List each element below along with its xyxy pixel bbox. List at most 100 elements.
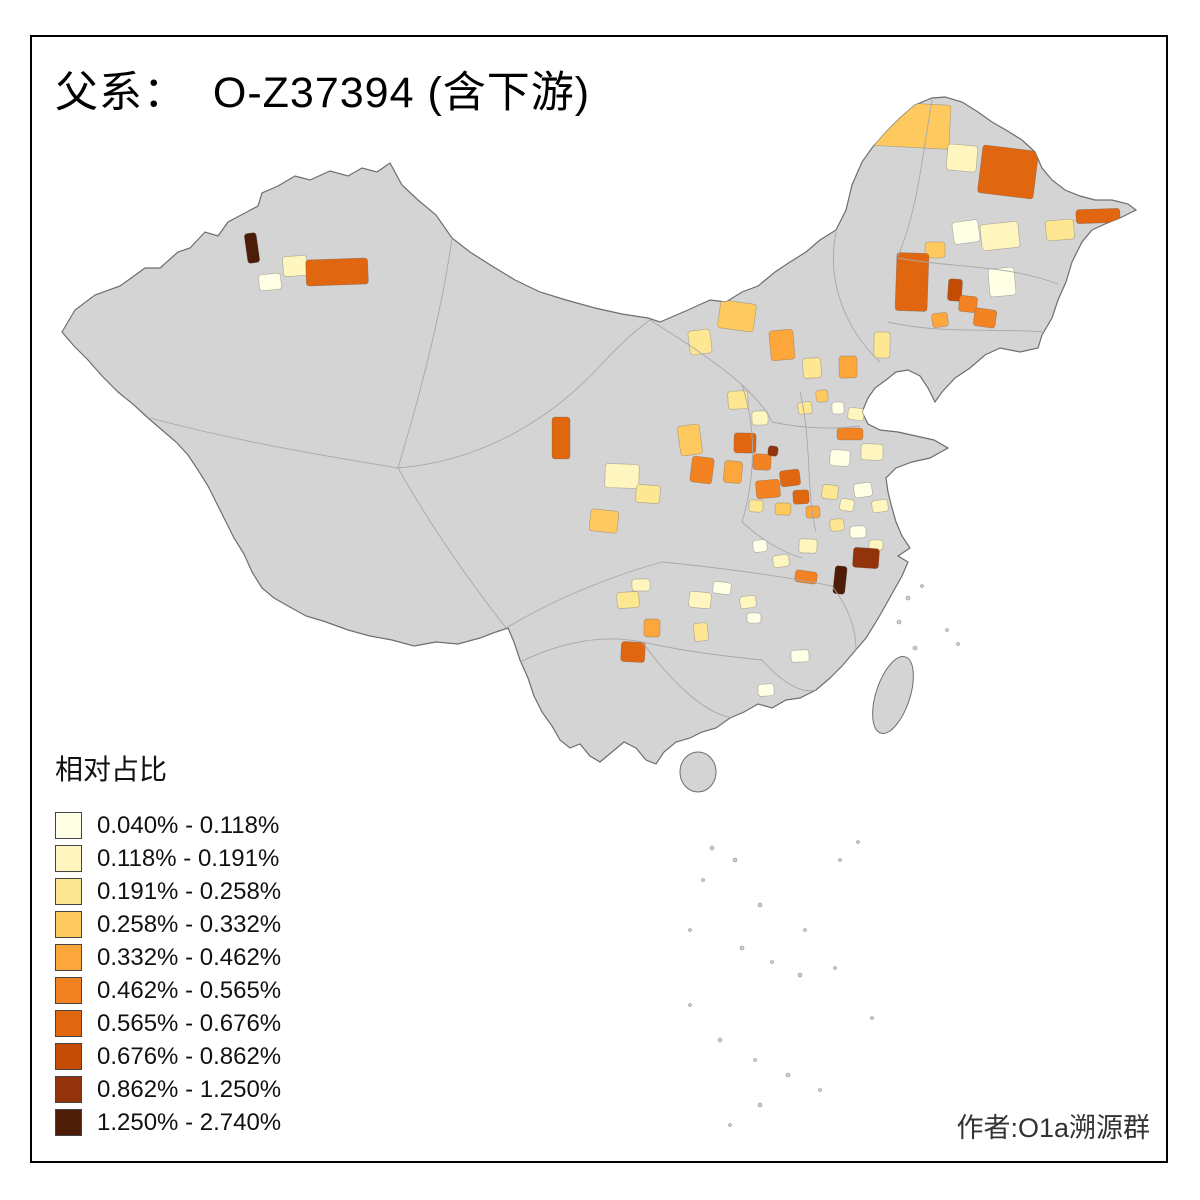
map-region bbox=[635, 484, 661, 504]
legend-item: 0.040% - 0.118% bbox=[55, 812, 281, 839]
legend-item: 0.258% - 0.332% bbox=[55, 911, 281, 938]
legend-swatch bbox=[55, 1076, 82, 1103]
legend-swatch bbox=[55, 812, 82, 839]
legend-swatch bbox=[55, 944, 82, 971]
map-region bbox=[977, 144, 1039, 200]
map-region bbox=[790, 649, 810, 663]
map-region bbox=[987, 266, 1017, 298]
map-region bbox=[958, 295, 978, 313]
sea-islands bbox=[688, 584, 960, 1127]
map-region bbox=[768, 328, 796, 362]
legend-label: 0.565% - 0.676% bbox=[97, 1009, 282, 1037]
map-region bbox=[931, 312, 949, 328]
choropleth-regions bbox=[244, 100, 1121, 697]
map-region bbox=[588, 508, 620, 534]
map-region bbox=[620, 641, 646, 663]
legend-item: 0.191% - 0.258% bbox=[55, 878, 281, 905]
hainan-island bbox=[679, 751, 717, 793]
legend-item: 0.676% - 0.862% bbox=[55, 1043, 281, 1070]
map-region bbox=[631, 578, 651, 592]
map-region bbox=[832, 565, 848, 595]
legend: 相对占比 0.040% - 0.118% 0.118% - 0.191% 0.191… bbox=[55, 748, 281, 1142]
legend-item: 0.462% - 0.565% bbox=[55, 977, 281, 1004]
map-region bbox=[871, 499, 889, 513]
map-region bbox=[748, 499, 764, 513]
map-region bbox=[802, 357, 822, 379]
map-region bbox=[979, 221, 1021, 251]
map-region bbox=[604, 463, 640, 489]
map-region bbox=[951, 219, 981, 245]
map-region bbox=[258, 272, 282, 292]
author-credit: 作者:O1a溯源群 bbox=[956, 1113, 1150, 1143]
map-region bbox=[752, 453, 772, 471]
legend-title: 相对占比 bbox=[55, 754, 168, 785]
map-region bbox=[687, 328, 713, 356]
map-region bbox=[1075, 208, 1121, 224]
map-region bbox=[717, 299, 757, 333]
legend-item: 0.332% - 0.462% bbox=[55, 944, 281, 971]
legend-swatch bbox=[55, 1109, 82, 1136]
map-region bbox=[282, 255, 308, 277]
legend-swatch bbox=[55, 977, 82, 1004]
map-region bbox=[829, 518, 845, 532]
legend-swatch bbox=[55, 878, 82, 905]
legend-label: 1.250% - 2.740% bbox=[97, 1108, 282, 1136]
map-region bbox=[858, 100, 952, 150]
map-region bbox=[779, 468, 801, 488]
map-region bbox=[305, 257, 369, 287]
legend-label: 0.676% - 0.862% bbox=[97, 1042, 282, 1070]
legend-swatch bbox=[55, 1010, 82, 1037]
map-region bbox=[947, 278, 963, 302]
map-region bbox=[757, 683, 775, 697]
map-region bbox=[551, 416, 571, 460]
map-region bbox=[821, 484, 839, 500]
legend-label: 0.258% - 0.332% bbox=[97, 910, 282, 938]
legend-item: 1.250% - 2.740% bbox=[55, 1109, 281, 1136]
map-region bbox=[838, 355, 858, 379]
legend-label: 0.040% - 0.118% bbox=[97, 811, 280, 839]
legend-item: 0.118% - 0.191% bbox=[55, 845, 281, 872]
map-region bbox=[739, 595, 757, 609]
china-landmass bbox=[61, 96, 1138, 765]
map-region bbox=[831, 401, 845, 415]
map-region bbox=[751, 410, 769, 426]
legend-swatch bbox=[55, 845, 82, 872]
legend-item: 0.565% - 0.676% bbox=[55, 1010, 281, 1037]
map-title: 父系： O-Z37394 (含下游) bbox=[55, 69, 591, 117]
map-region bbox=[772, 554, 790, 568]
legend-swatch bbox=[55, 1043, 82, 1070]
legend-label: 0.118% - 0.191% bbox=[97, 844, 280, 872]
legend-label: 0.862% - 1.250% bbox=[97, 1075, 282, 1103]
map-region bbox=[972, 307, 998, 329]
map-region bbox=[798, 538, 818, 554]
taiwan-island bbox=[872, 656, 914, 734]
map-region bbox=[774, 502, 792, 516]
map-region bbox=[244, 232, 260, 264]
map-region bbox=[767, 445, 779, 457]
map-region bbox=[873, 331, 891, 359]
legend-item: 0.862% - 1.250% bbox=[55, 1076, 281, 1103]
map-region bbox=[677, 423, 703, 457]
map-region bbox=[752, 539, 768, 553]
map-region bbox=[829, 449, 851, 467]
map-region bbox=[792, 489, 810, 505]
map-region bbox=[712, 580, 732, 596]
map-region bbox=[847, 407, 865, 421]
map-region bbox=[852, 547, 880, 569]
map-region bbox=[689, 455, 715, 485]
legend-label: 0.332% - 0.462% bbox=[97, 943, 282, 971]
map-region bbox=[860, 443, 884, 461]
legend-rows: 0.040% - 0.118% 0.118% - 0.191% 0.191% - 0… bbox=[55, 812, 281, 1136]
map-region bbox=[733, 432, 757, 454]
map-region bbox=[746, 612, 762, 624]
map-region bbox=[1045, 218, 1075, 242]
province-borders bbox=[149, 99, 1059, 719]
legend-label: 0.462% - 0.565% bbox=[97, 976, 282, 1004]
map-region bbox=[755, 478, 781, 500]
map-region bbox=[643, 618, 661, 638]
map-region bbox=[849, 525, 867, 539]
legend-swatch bbox=[55, 911, 82, 938]
map-region bbox=[723, 460, 743, 484]
